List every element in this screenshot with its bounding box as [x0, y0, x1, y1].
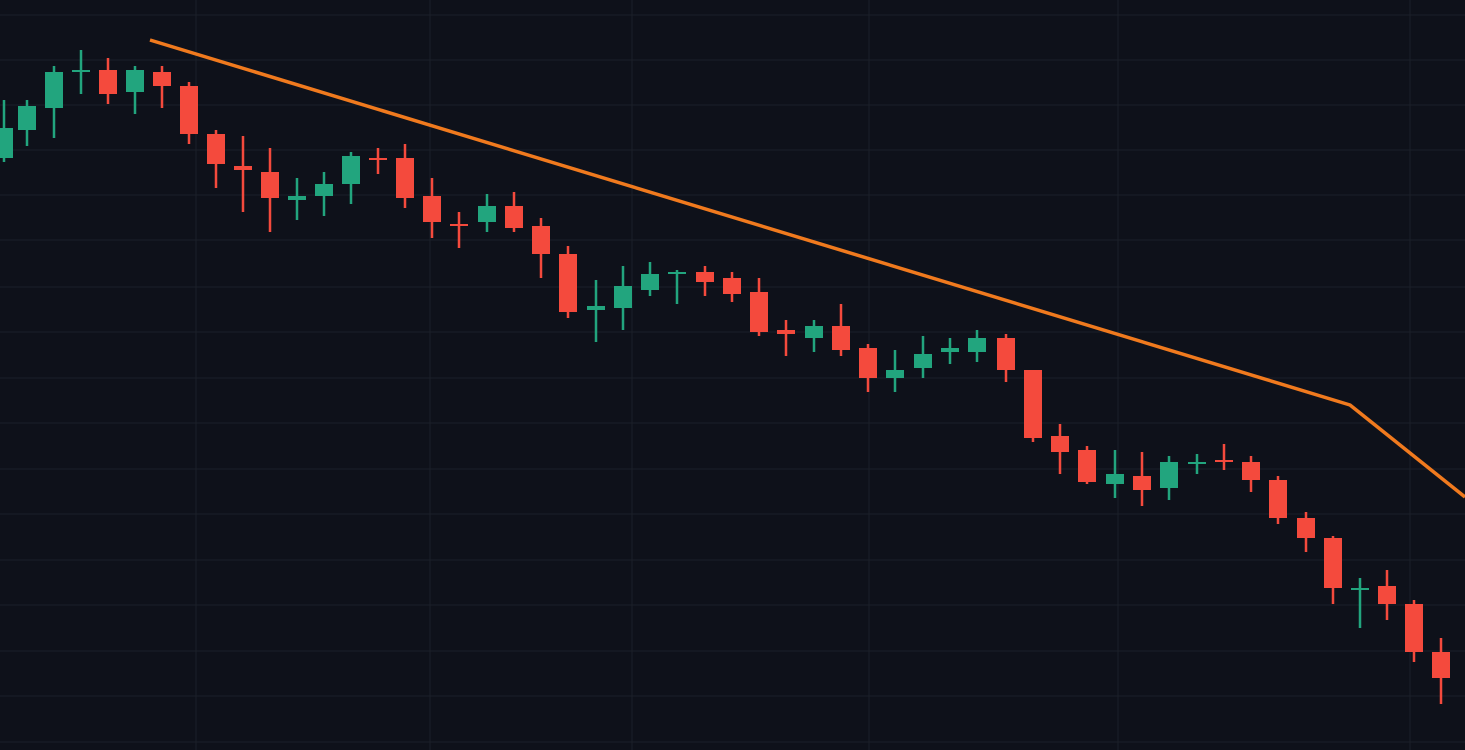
candle-body [859, 348, 877, 378]
candle-body [126, 70, 144, 92]
candle-body [288, 196, 306, 200]
candle-body [914, 354, 932, 368]
candle-body [1378, 586, 1396, 604]
candle-body [99, 70, 117, 94]
candle-body [559, 254, 577, 312]
candle-body [478, 206, 496, 222]
candle-body [450, 224, 468, 226]
candle-body [315, 184, 333, 196]
candle-body [1215, 460, 1233, 462]
candle-body [532, 226, 550, 254]
candle-body [1078, 450, 1096, 482]
candle-body [1297, 518, 1315, 538]
candle-body [1160, 462, 1178, 488]
candle-body [45, 72, 63, 108]
candle-body [668, 272, 686, 274]
candle-body [234, 166, 252, 170]
candle-body [396, 158, 414, 198]
candle-body [805, 326, 823, 338]
candle-body [641, 274, 659, 290]
candle-body [886, 370, 904, 378]
candle-body [997, 338, 1015, 370]
candle-body [941, 348, 959, 352]
candle-body [614, 286, 632, 308]
candle-body [505, 206, 523, 228]
candle-body [832, 326, 850, 350]
candle-body [723, 278, 741, 294]
candle-body [1024, 370, 1042, 438]
candle-body [342, 156, 360, 184]
candle-body [968, 338, 986, 352]
candle-body [1188, 462, 1206, 464]
candle-body [1242, 462, 1260, 480]
candle-body [180, 86, 198, 134]
candle-body [1432, 652, 1450, 678]
candle-body [1405, 604, 1423, 652]
candle-body [153, 72, 171, 86]
candle-body [423, 196, 441, 222]
candle-body [750, 292, 768, 332]
candle-body [1106, 474, 1124, 484]
candle-body [1269, 480, 1287, 518]
candle-body [207, 134, 225, 164]
trend-line [149, 38, 1465, 499]
candle-body [587, 306, 605, 310]
candle-body [1351, 588, 1369, 590]
candle-body [18, 106, 36, 130]
candle-body [696, 272, 714, 282]
candle-body [1133, 476, 1151, 490]
candle-body [777, 330, 795, 334]
candle-body [369, 158, 387, 160]
candle-body [1324, 538, 1342, 588]
candle-body [72, 70, 90, 72]
candle-body [261, 172, 279, 198]
candle-body [0, 128, 13, 158]
candle-body [1051, 436, 1069, 452]
